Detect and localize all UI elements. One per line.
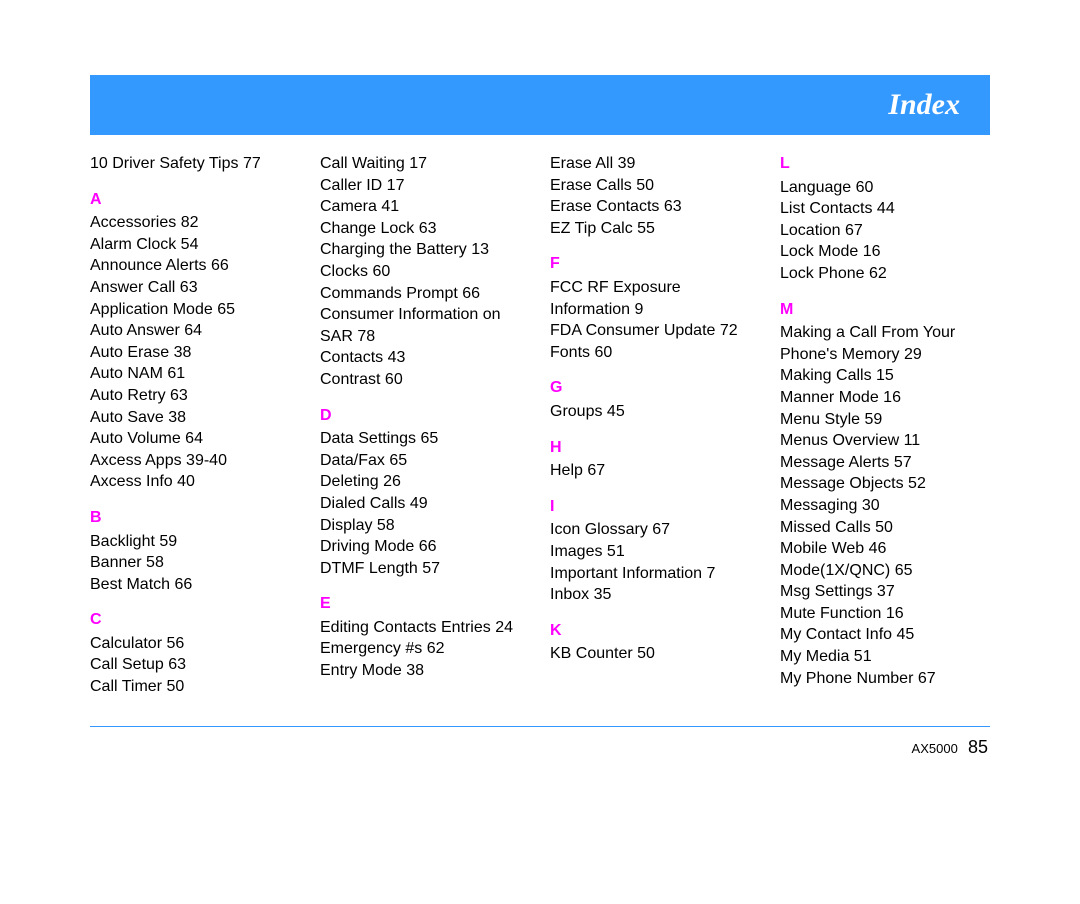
index-letter: L <box>780 153 990 175</box>
index-entry: My Phone Number 67 <box>780 668 990 690</box>
index-entry: Auto Volume 64 <box>90 428 300 450</box>
index-entry: Driving Mode 66 <box>320 536 530 558</box>
index-letter: C <box>90 609 300 631</box>
index-entry: Important Information 7 <box>550 563 760 585</box>
index-entry: Calculator 56 <box>90 633 300 655</box>
index-entry: Message Objects 52 <box>780 473 990 495</box>
index-column-2: Call Waiting 17Caller ID 17Camera 41Chan… <box>320 153 530 698</box>
index-entry: Camera 41 <box>320 196 530 218</box>
index-entry: Editing Contacts Entries 24 <box>320 617 530 639</box>
index-entry: Emergency #s 62 <box>320 638 530 660</box>
index-entry: Announce Alerts 66 <box>90 255 300 277</box>
index-column-1: 10 Driver Safety Tips 77AAccessories 82A… <box>90 153 300 698</box>
index-entry: Erase Contacts 63 <box>550 196 760 218</box>
index-entry: My Media 51 <box>780 646 990 668</box>
index-entry: DTMF Length 57 <box>320 558 530 580</box>
index-entry: Clocks 60 <box>320 261 530 283</box>
index-entry: Language 60 <box>780 177 990 199</box>
index-entry: FDA Consumer Update 72 <box>550 320 760 342</box>
index-entry: Contacts 43 <box>320 347 530 369</box>
index-entry: Help 67 <box>550 460 760 482</box>
index-letter: E <box>320 593 530 615</box>
index-column-4: LLanguage 60List Contacts 44Location 67L… <box>780 153 990 698</box>
index-entry: KB Counter 50 <box>550 643 760 665</box>
index-entry: FCC RF Exposure Information 9 <box>550 277 760 320</box>
footer: AX5000 85 <box>90 737 990 758</box>
index-entry: Caller ID 17 <box>320 175 530 197</box>
index-entry: Change Lock 63 <box>320 218 530 240</box>
index-entry: Data/Fax 65 <box>320 450 530 472</box>
index-entry: Fonts 60 <box>550 342 760 364</box>
index-entry: Consumer Information on SAR 78 <box>320 304 530 347</box>
index-entry: Lock Phone 62 <box>780 263 990 285</box>
index-entry: Msg Settings 37 <box>780 581 990 603</box>
index-entry: Images 51 <box>550 541 760 563</box>
index-entry: Messaging 30 <box>780 495 990 517</box>
index-entry: Auto Retry 63 <box>90 385 300 407</box>
index-entry: Call Waiting 17 <box>320 153 530 175</box>
index-letter: M <box>780 299 990 321</box>
index-entry: Manner Mode 16 <box>780 387 990 409</box>
index-entry: Alarm Clock 54 <box>90 234 300 256</box>
index-entry: Mute Function 16 <box>780 603 990 625</box>
index-entry: Commands Prompt 66 <box>320 283 530 305</box>
index-entry: Accessories 82 <box>90 212 300 234</box>
index-letter: H <box>550 437 760 459</box>
footer-page-number: 85 <box>968 737 988 757</box>
index-letter: D <box>320 405 530 427</box>
index-entry: Inbox 35 <box>550 584 760 606</box>
index-entry: Groups 45 <box>550 401 760 423</box>
index-entry: Menu Style 59 <box>780 409 990 431</box>
index-entry: Contrast 60 <box>320 369 530 391</box>
index-entry: Message Alerts 57 <box>780 452 990 474</box>
index-entry: Lock Mode 16 <box>780 241 990 263</box>
index-letter: I <box>550 496 760 518</box>
index-entry: Entry Mode 38 <box>320 660 530 682</box>
index-entry: Erase All 39 <box>550 153 760 175</box>
index-entry: Display 58 <box>320 515 530 537</box>
index-entry: Axcess Info 40 <box>90 471 300 493</box>
index-entry: Deleting 26 <box>320 471 530 493</box>
index-entry: Call Setup 63 <box>90 654 300 676</box>
index-entry: Data Settings 65 <box>320 428 530 450</box>
index-entry: EZ Tip Calc 55 <box>550 218 760 240</box>
index-entry: Answer Call 63 <box>90 277 300 299</box>
index-page: Index 10 Driver Safety Tips 77 AAccessori… <box>0 0 1080 758</box>
index-letter: A <box>90 189 300 211</box>
index-columns: 10 Driver Safety Tips 77AAccessories 82A… <box>90 153 990 698</box>
index-entry: Best Match 66 <box>90 574 300 596</box>
index-entry: Mobile Web 46 <box>780 538 990 560</box>
page-title: Index <box>888 88 960 122</box>
index-letter: B <box>90 507 300 529</box>
index-entry: Mode(1X/QNC) 65 <box>780 560 990 582</box>
index-entry: Application Mode 65 <box>90 299 300 321</box>
footer-model: AX5000 <box>912 741 958 756</box>
index-entry: Auto Answer 64 <box>90 320 300 342</box>
index-entry: Menus Overview 11 <box>780 430 990 452</box>
index-entry: 10 Driver Safety Tips 77 <box>90 153 300 175</box>
index-entry: Auto Erase 38 <box>90 342 300 364</box>
index-entry: Dialed Calls 49 <box>320 493 530 515</box>
index-entry: Making a Call From Your Phone's Memory 2… <box>780 322 990 365</box>
index-letter: F <box>550 253 760 275</box>
index-entry: Erase Calls 50 <box>550 175 760 197</box>
index-column-3: Erase All 39Erase Calls 50Erase Contacts… <box>550 153 760 698</box>
index-entry: Banner 58 <box>90 552 300 574</box>
index-letter: K <box>550 620 760 642</box>
header-bar: Index <box>90 75 990 135</box>
index-entry: Icon Glossary 67 <box>550 519 760 541</box>
index-entry: My Contact Info 45 <box>780 624 990 646</box>
index-entry: Call Timer 50 <box>90 676 300 698</box>
index-entry: Backlight 59 <box>90 531 300 553</box>
footer-rule <box>90 726 990 727</box>
index-entry: Auto NAM 61 <box>90 363 300 385</box>
index-entry: Auto Save 38 <box>90 407 300 429</box>
index-entry: Axcess Apps 39-40 <box>90 450 300 472</box>
index-entry: List Contacts 44 <box>780 198 990 220</box>
index-entry: Making Calls 15 <box>780 365 990 387</box>
index-entry: Location 67 <box>780 220 990 242</box>
index-entry: Missed Calls 50 <box>780 517 990 539</box>
index-letter: G <box>550 377 760 399</box>
index-entry: Charging the Battery 13 <box>320 239 530 261</box>
